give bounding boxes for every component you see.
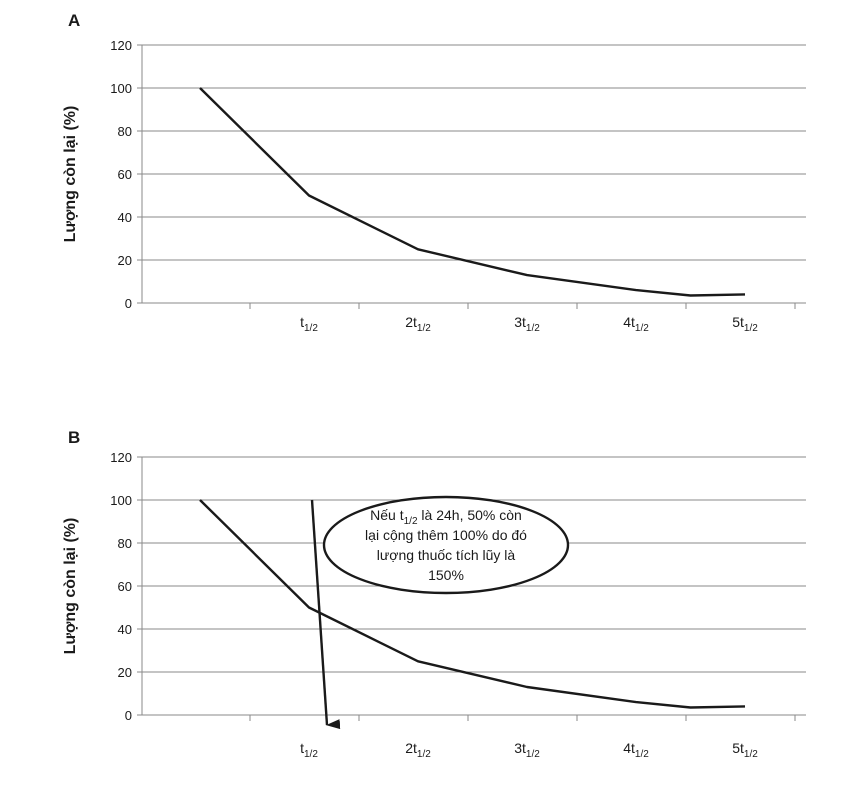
y-tick-label: 0: [125, 296, 132, 311]
annotation-text-line: Nếu t1/2 là 24h, 50% còn: [370, 507, 522, 527]
x-tick-label: 4t1/2: [623, 740, 649, 760]
panel-label: B: [68, 428, 80, 447]
y-tick-label: 40: [118, 210, 132, 225]
x-tick-label: t1/2: [300, 740, 318, 760]
y-tick-label: 100: [110, 493, 132, 508]
x-tick-label: 2t1/2: [405, 314, 431, 334]
y-tick-label: 100: [110, 81, 132, 96]
chart-panel-a: A Lượng còn lại (%) 0 20 40 60 80 100 120 t1/2 2t1…: [62, 11, 806, 334]
y-tick-label: 80: [118, 124, 132, 139]
series-line: [199, 87, 746, 297]
y-tick-label: 120: [110, 38, 132, 53]
y-tick-label: 60: [118, 167, 132, 182]
x-tick-label: 3t1/2: [514, 314, 540, 334]
annotation-text-line: lại cộng thêm 100% do đó: [365, 527, 527, 543]
x-tick-label: t1/2: [300, 314, 318, 334]
y-tick-label: 120: [110, 450, 132, 465]
y-tick-label: 80: [118, 536, 132, 551]
y-tick-label: 20: [118, 253, 132, 268]
x-tick-label: 3t1/2: [514, 740, 540, 760]
annotation-bubble: [322, 495, 570, 595]
annotation-text-line: lượng thuốc tích lũy là: [377, 547, 516, 563]
x-tick-label: 5t1/2: [732, 740, 758, 760]
annotation-text-line: 150%: [428, 567, 464, 583]
y-tick-label: 0: [125, 708, 132, 723]
y-tick-label: 40: [118, 622, 132, 637]
y-tick-label: 20: [118, 665, 132, 680]
y-axis-title: Lượng còn lại (%): [62, 518, 79, 655]
annotation-arrow: [310, 499, 341, 730]
y-tick-label: 60: [118, 579, 132, 594]
x-tick-label: 2t1/2: [405, 740, 431, 760]
x-tick-label: 4t1/2: [623, 314, 649, 334]
y-axis-title: Lượng còn lại (%): [62, 106, 79, 243]
x-tick-label: 5t1/2: [732, 314, 758, 334]
series-line: [199, 499, 746, 709]
chart-panel-b: B Lượng còn lại (%) 0 20 40 60 80 100 120 t1/2 2t1…: [62, 428, 806, 760]
panel-label: A: [68, 11, 80, 30]
